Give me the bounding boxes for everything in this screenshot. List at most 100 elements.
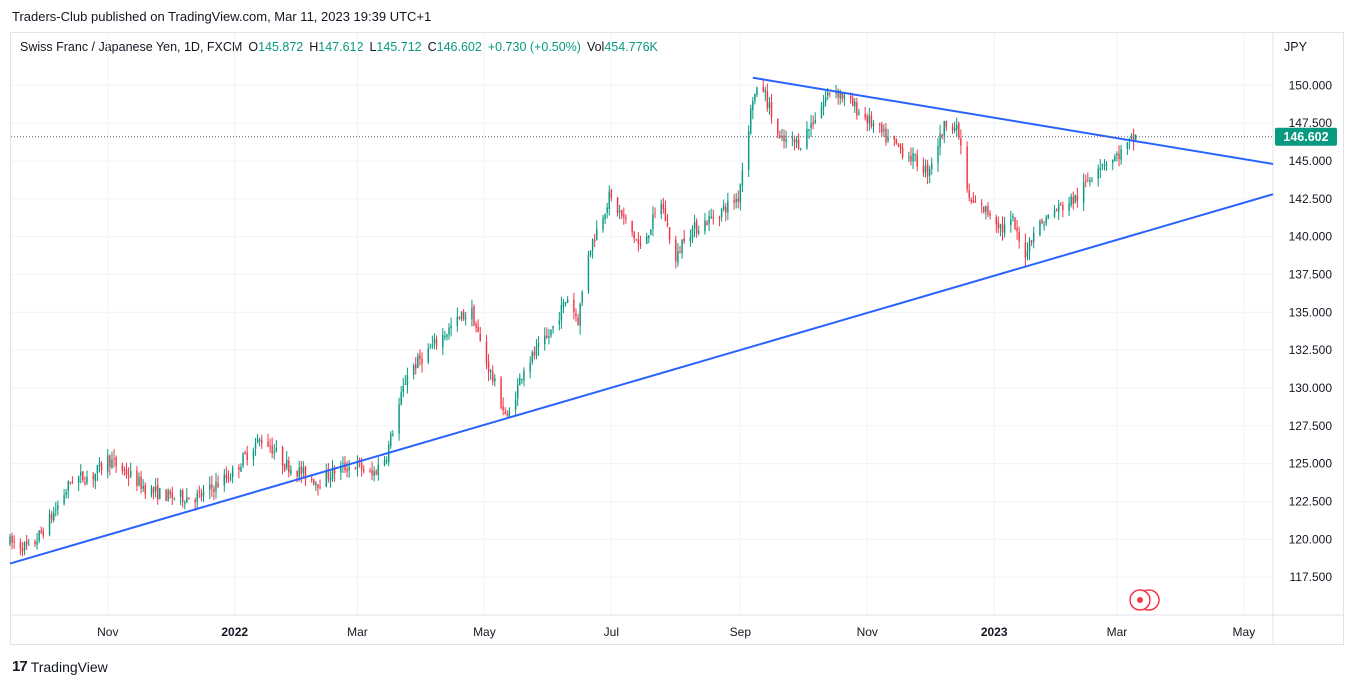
candle-up xyxy=(681,239,683,254)
x-tick-label: May xyxy=(473,625,496,639)
y-tick-label: 150.000 xyxy=(1289,78,1333,92)
candle-down xyxy=(777,118,779,135)
candle-up xyxy=(38,530,40,541)
candle-up xyxy=(400,392,402,405)
candle-up xyxy=(1089,180,1091,182)
candle-up xyxy=(516,384,519,399)
candle-down xyxy=(144,485,146,495)
candle-up xyxy=(720,208,723,218)
candle-up xyxy=(329,478,332,481)
candle-up xyxy=(529,362,531,372)
candle-up xyxy=(939,133,941,148)
candle-down xyxy=(300,466,303,475)
candle-up xyxy=(519,377,521,386)
candle-up xyxy=(446,334,448,338)
candle-down xyxy=(506,414,509,416)
candle-up xyxy=(943,120,945,136)
candle-down xyxy=(864,113,866,118)
candle-up xyxy=(429,347,432,349)
candle-up xyxy=(240,466,242,472)
candle-down xyxy=(283,464,286,470)
candle-up xyxy=(471,307,473,320)
candle-up xyxy=(521,379,523,381)
candle-up xyxy=(150,487,153,496)
legend-close: 146.602 xyxy=(436,40,482,54)
candle-down xyxy=(793,139,796,142)
candle-up xyxy=(1114,156,1116,162)
legend-vol-label: Vol xyxy=(586,40,605,54)
candle-down xyxy=(766,91,769,108)
candle-up xyxy=(581,291,583,303)
candle-down xyxy=(879,123,881,126)
candle-down xyxy=(974,201,977,203)
candle-up xyxy=(604,214,606,220)
candle-down xyxy=(712,216,715,219)
candle-up xyxy=(427,348,429,363)
candle-up xyxy=(377,464,380,475)
candle-up xyxy=(98,462,101,467)
candle-up xyxy=(450,325,452,328)
candle-down xyxy=(797,139,800,149)
candle-up xyxy=(448,327,450,335)
candle-down xyxy=(675,239,677,261)
candle-down xyxy=(901,147,904,157)
candle-down xyxy=(654,212,656,214)
candle-up xyxy=(752,101,754,111)
candle-up xyxy=(872,123,875,126)
candle-up xyxy=(48,514,51,535)
candle-up xyxy=(808,129,810,131)
candle-up xyxy=(660,203,662,215)
chart-legend: Swiss Franc / Japanese Yen, 1D, FXCM O 14… xyxy=(20,40,658,54)
candle-up xyxy=(908,156,910,158)
candle-up xyxy=(1097,168,1099,179)
candle-up xyxy=(868,115,871,123)
candle-down xyxy=(951,126,954,131)
y-tick-label: 132.500 xyxy=(1289,343,1333,357)
candle-down xyxy=(633,232,635,239)
candle-up xyxy=(340,465,342,473)
candle-up xyxy=(645,236,648,244)
candle-up xyxy=(489,370,492,372)
candle-down xyxy=(1076,196,1079,201)
candle-down xyxy=(989,213,991,216)
candle-up xyxy=(596,228,598,241)
candle-up xyxy=(858,112,860,114)
candle-down xyxy=(980,203,983,205)
candle-down xyxy=(121,464,124,472)
candle-down xyxy=(966,146,968,190)
candle-up xyxy=(579,304,581,326)
candle-down xyxy=(198,491,201,493)
candle-down xyxy=(477,326,479,333)
candle-up xyxy=(433,338,436,344)
candle-up xyxy=(953,128,956,131)
candle-up xyxy=(1116,153,1118,156)
candle-up xyxy=(215,481,217,492)
candle-up xyxy=(398,404,400,434)
legend-change: +0.730 (+0.50%) xyxy=(487,40,581,54)
candle-up xyxy=(23,542,26,551)
candle-up xyxy=(36,541,38,545)
candle-down xyxy=(127,476,130,478)
candle-down xyxy=(327,468,330,480)
candle-down xyxy=(346,468,348,472)
candle-up xyxy=(566,299,569,304)
candle-up xyxy=(822,101,825,108)
candle-down xyxy=(639,243,642,246)
candle-up xyxy=(9,536,11,545)
candle-up xyxy=(231,468,234,477)
candle-up xyxy=(348,466,350,471)
candle-up xyxy=(417,355,419,369)
candle-down xyxy=(783,135,785,142)
candle-up xyxy=(754,93,756,101)
candle-up xyxy=(937,146,939,164)
candle-down xyxy=(679,251,681,253)
candle-down xyxy=(881,124,883,133)
candle-down xyxy=(666,223,669,226)
candle-up xyxy=(142,485,144,489)
candle-up xyxy=(1099,167,1102,170)
candle-up xyxy=(464,317,467,319)
candle-up xyxy=(820,106,823,119)
candle-up xyxy=(537,343,540,348)
candle-up xyxy=(608,191,610,209)
